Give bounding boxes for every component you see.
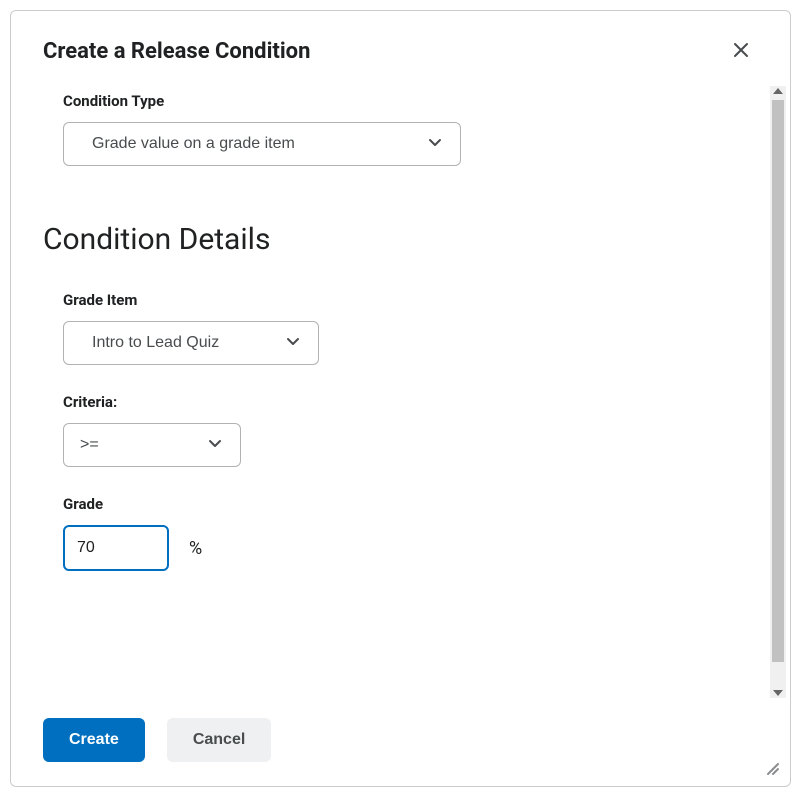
criteria-value: >= bbox=[80, 436, 99, 454]
grade-item-label: Grade Item bbox=[63, 291, 734, 309]
criteria-label: Criteria: bbox=[63, 393, 734, 411]
chevron-down-icon bbox=[286, 334, 300, 353]
modal-footer: Create Cancel bbox=[11, 708, 790, 786]
modal-body: Condition Type Grade value on a grade it… bbox=[11, 76, 766, 708]
grade-input[interactable] bbox=[63, 525, 169, 571]
chevron-down-icon bbox=[208, 436, 222, 455]
grade-item-value: Intro to Lead Quiz bbox=[92, 334, 219, 352]
criteria-select[interactable]: >= bbox=[63, 423, 241, 467]
grade-unit: % bbox=[189, 538, 202, 559]
scrollbar[interactable] bbox=[770, 86, 786, 698]
grade-label: Grade bbox=[63, 495, 734, 513]
close-button[interactable] bbox=[728, 37, 754, 66]
condition-details-heading: Condition Details bbox=[43, 222, 734, 257]
condition-type-value: Grade value on a grade item bbox=[92, 135, 295, 153]
release-condition-modal: Create a Release Condition Condition Typ… bbox=[10, 10, 791, 787]
resize-grip-icon[interactable] bbox=[764, 760, 780, 780]
modal-title: Create a Release Condition bbox=[43, 39, 310, 64]
close-icon bbox=[732, 47, 750, 62]
condition-type-select[interactable]: Grade value on a grade item bbox=[63, 122, 461, 166]
scroll-down-icon bbox=[773, 690, 783, 696]
scroll-area: Condition Type Grade value on a grade it… bbox=[11, 76, 790, 708]
grade-item-select[interactable]: Intro to Lead Quiz bbox=[63, 321, 319, 365]
chevron-down-icon bbox=[428, 135, 442, 154]
scrollbar-thumb[interactable] bbox=[772, 100, 784, 662]
modal-header: Create a Release Condition bbox=[11, 11, 790, 76]
cancel-button[interactable]: Cancel bbox=[167, 718, 271, 762]
grade-row: % bbox=[63, 525, 734, 571]
condition-type-label: Condition Type bbox=[63, 92, 734, 110]
scroll-up-icon bbox=[773, 88, 783, 94]
create-button[interactable]: Create bbox=[43, 718, 145, 762]
